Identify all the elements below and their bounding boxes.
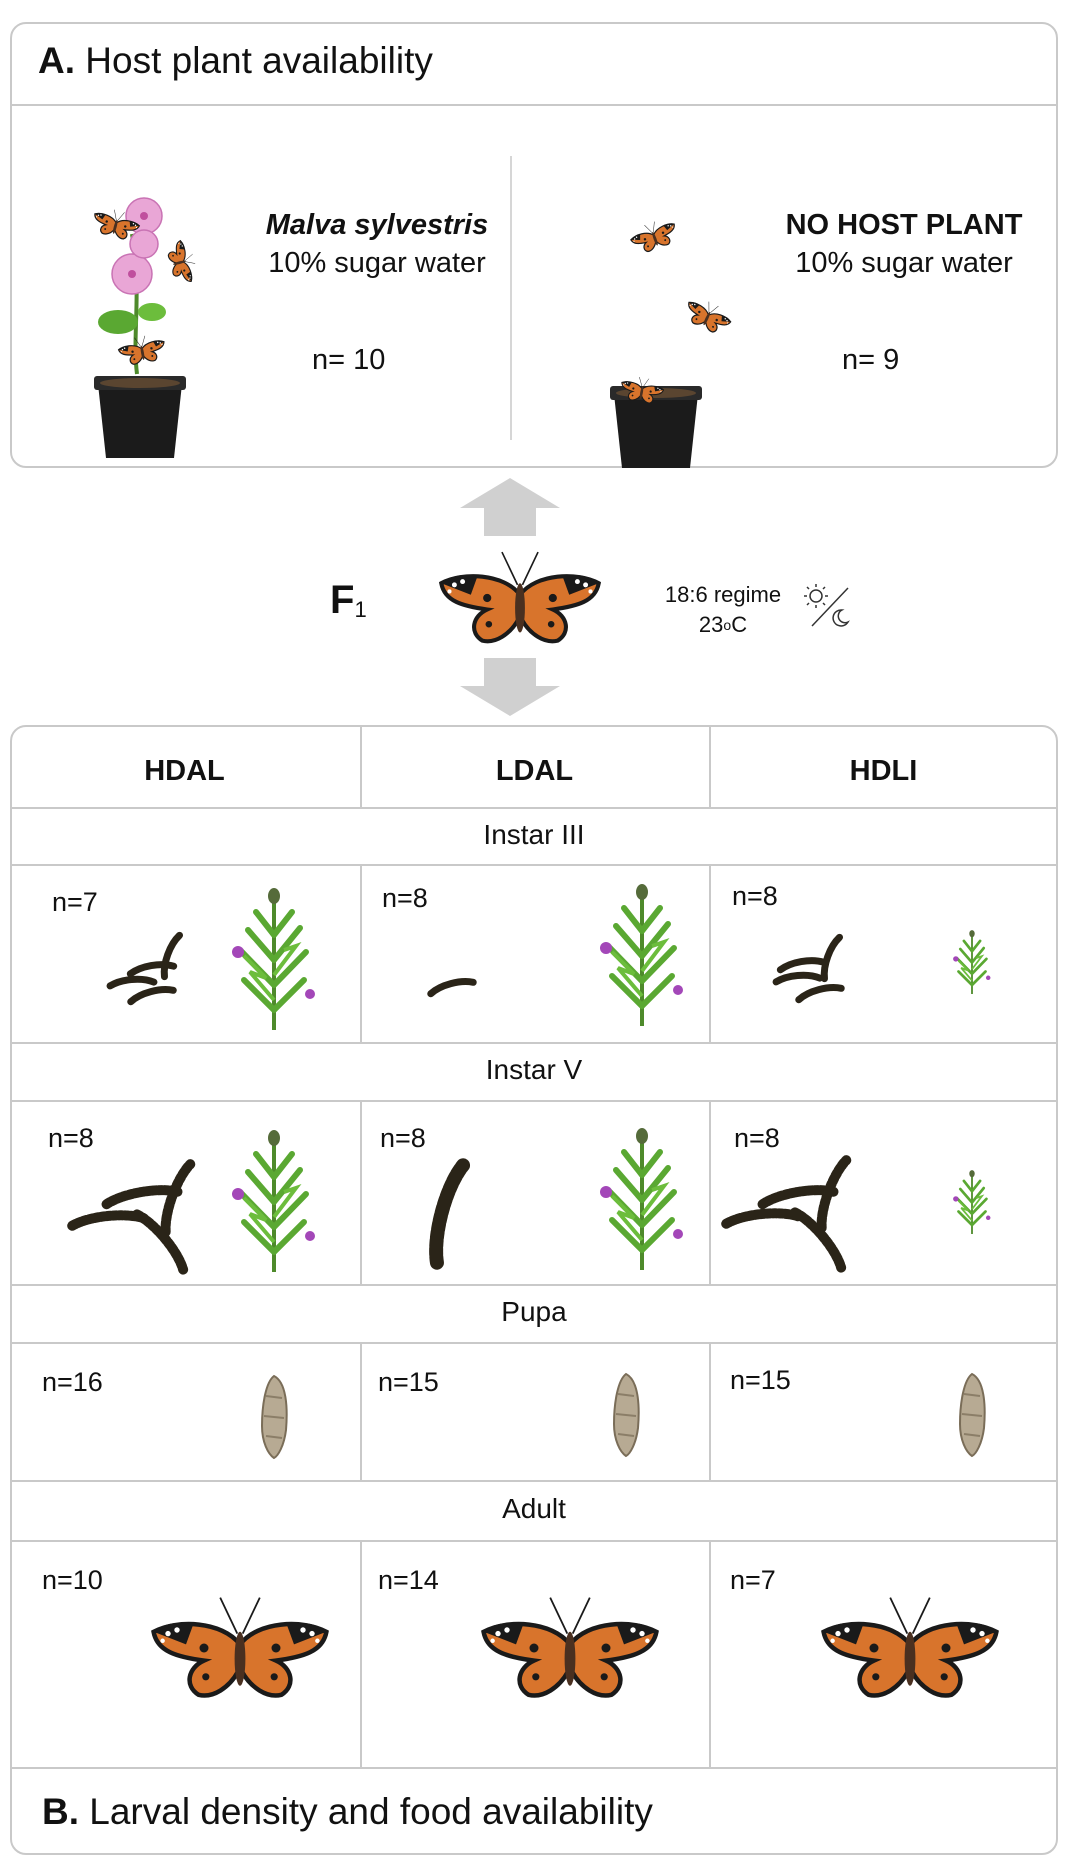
malva-plant-illustration xyxy=(89,197,200,458)
stage-label-instar-v: Instar V xyxy=(485,1054,583,1085)
pupa-illustrations xyxy=(261,1373,986,1459)
temperature-value: 23 xyxy=(698,612,724,637)
no-host-plant-n: n= 9 xyxy=(842,344,900,376)
stage-label-adult: Adult xyxy=(502,1493,566,1524)
header-divider-2 xyxy=(709,727,711,807)
cell-divider xyxy=(709,1542,711,1767)
arrow-down-icon xyxy=(460,658,560,716)
cell-divider xyxy=(360,1542,362,1767)
stage-label-pupa: Pupa xyxy=(501,1296,567,1327)
condition-no-host-plant: NO HOST PLANT 10% sugar water xyxy=(764,206,1044,282)
panel-b-title-text: Larval density and food availability xyxy=(89,1791,653,1832)
count-instar-v-ldal: n=8 xyxy=(380,1123,426,1153)
pupa-icon xyxy=(613,1373,640,1457)
row-divider xyxy=(12,1100,1056,1102)
count-instar-iii-hdal: n=7 xyxy=(52,887,98,917)
cell-divider xyxy=(709,866,711,1042)
panel-a-header xyxy=(12,24,1056,106)
light-regime: 18:6 regime xyxy=(664,582,782,607)
thistle-icon xyxy=(951,1168,992,1236)
panel-b-title: B. Larval density and food availability xyxy=(42,1791,653,1833)
no-host-plant-food: 10% sugar water xyxy=(795,247,1013,279)
panel-a: A. Host plant availability Malva sylvest… xyxy=(10,22,1058,468)
butterfly-icon xyxy=(154,1598,327,1696)
instar-iii-illustrations xyxy=(12,866,992,1042)
thistle-icon xyxy=(600,884,683,1026)
panel-a-label: A. xyxy=(38,40,75,81)
temperature-unit: C xyxy=(731,612,748,637)
host-plant-name: Malva sylvestris xyxy=(265,209,489,241)
panel-b-footer-divider xyxy=(12,1767,1056,1769)
cell-divider xyxy=(709,1344,711,1480)
cell-divider xyxy=(360,1344,362,1480)
cell-divider xyxy=(360,866,362,1042)
header-divider-1 xyxy=(360,727,362,807)
thistle-icon xyxy=(951,928,992,996)
no-host-pot-illustration xyxy=(610,214,736,468)
host-plant-n: n= 10 xyxy=(312,344,386,376)
row-divider xyxy=(12,807,1056,809)
larva-icon xyxy=(430,978,474,994)
count-pupa-hdal: n=16 xyxy=(42,1367,103,1397)
thistle-icon xyxy=(232,888,315,1030)
thistle-icon xyxy=(232,1130,315,1272)
instar-v-illustrations xyxy=(12,1102,992,1284)
row-divider xyxy=(12,1284,1056,1286)
count-adult-ldal: n=14 xyxy=(378,1565,439,1595)
row-divider xyxy=(12,1480,1056,1482)
count-instar-v-hdal: n=8 xyxy=(48,1123,94,1153)
f1-generation-label: F1 xyxy=(330,578,367,623)
column-header-hdal: HDAL xyxy=(144,755,225,787)
count-pupa-ldal: n=15 xyxy=(378,1367,439,1397)
arrow-up-icon xyxy=(460,478,560,536)
count-instar-iii-ldal: n=8 xyxy=(382,883,428,913)
panel-a-title: A. Host plant availability xyxy=(38,40,433,82)
no-host-plant-name: NO HOST PLANT xyxy=(785,209,1023,241)
panel-b-label: B. xyxy=(42,1791,79,1832)
panel-a-title-text: Host plant availability xyxy=(85,40,433,81)
count-pupa-hdli: n=15 xyxy=(730,1365,791,1395)
sun-moon-icon xyxy=(804,584,850,627)
butterfly-icon xyxy=(484,1598,657,1696)
row-divider xyxy=(12,1540,1056,1542)
column-header-ldal: LDAL xyxy=(495,755,574,787)
row-divider xyxy=(12,864,1056,866)
pupa-icon xyxy=(261,1375,288,1459)
rearing-regime: 18:6 regime 23oC xyxy=(648,580,798,642)
count-adult-hdal: n=10 xyxy=(42,1565,103,1595)
stage-label-instar-iii: Instar III xyxy=(483,819,585,850)
count-instar-iii-hdli: n=8 xyxy=(732,881,778,911)
panel-a-divider xyxy=(510,156,512,440)
thistle-icon xyxy=(600,1128,683,1270)
host-plant-food: 10% sugar water xyxy=(268,247,486,279)
temperature: 23oC xyxy=(648,610,798,642)
condition-host-plant: Malva sylvestris 10% sugar water xyxy=(242,206,512,282)
pupa-icon xyxy=(959,1373,986,1457)
count-instar-v-hdli: n=8 xyxy=(734,1123,780,1153)
adult-illustrations xyxy=(12,1542,1056,1767)
cell-divider xyxy=(360,1102,362,1284)
larva-icon xyxy=(429,1163,463,1263)
butterfly-icon xyxy=(824,1598,997,1696)
row-divider xyxy=(12,1342,1056,1344)
row-divider xyxy=(12,1042,1056,1044)
larvae-group xyxy=(110,934,180,1002)
count-adult-hdli: n=7 xyxy=(730,1565,776,1595)
cell-divider xyxy=(709,1102,711,1284)
temperature-degree: o xyxy=(723,617,732,633)
f1-butterfly-illustration xyxy=(420,530,620,660)
f1-subscript: 1 xyxy=(354,597,367,622)
f1-letter: F xyxy=(330,578,355,622)
panel-b: HDAL LDAL HDLI Instar III n=7 n=8 n=8 In… xyxy=(10,725,1058,1855)
column-header-hdli: HDLI xyxy=(849,755,918,787)
